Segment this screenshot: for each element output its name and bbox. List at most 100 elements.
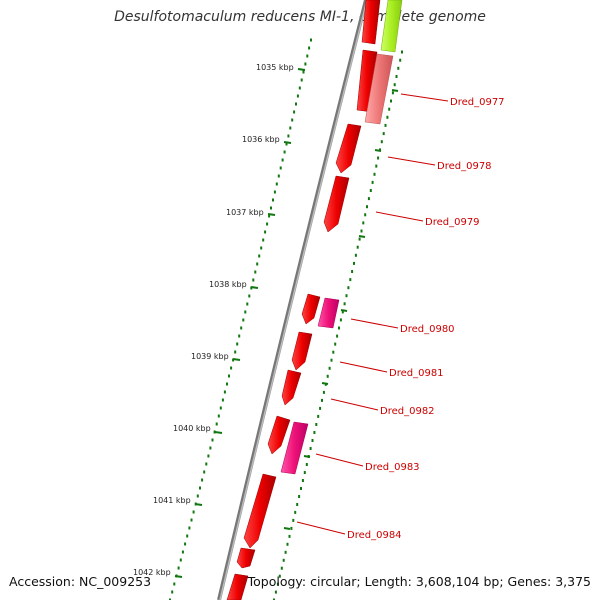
inner-tick	[283, 527, 291, 530]
inner-tick	[391, 89, 399, 92]
gene-arrow[interactable]	[291, 331, 313, 371]
kbp-ring-dot	[304, 62, 307, 66]
inner-tick	[358, 235, 366, 238]
inner-ring-dot	[366, 205, 368, 209]
kbp-ring-dot	[308, 46, 311, 50]
kbp-ring-dot	[296, 94, 299, 98]
kbp-tick	[297, 68, 306, 71]
kbp-ring-dot	[293, 110, 296, 114]
inner-ring-dot	[315, 423, 318, 426]
inner-ring-dot	[328, 366, 331, 370]
kbp-ring-dot	[291, 118, 294, 122]
kbp-ring-dot	[169, 598, 171, 600]
inner-ring-dot	[305, 463, 308, 466]
gene-label[interactable]: Dred_0982	[380, 406, 435, 417]
kbp-ring-dot	[256, 262, 259, 266]
kbp-tick	[232, 358, 241, 361]
gene-arrow[interactable]	[317, 297, 340, 329]
kbp-ring-dot	[246, 302, 249, 306]
gene-label[interactable]: Dred_0977	[450, 97, 505, 108]
inner-ring-dot	[354, 253, 357, 257]
kbp-ring-dot	[287, 134, 290, 138]
inner-ring-dot	[278, 574, 281, 578]
kbp-ring-dot	[275, 182, 278, 186]
kbp-ring-dot	[262, 238, 265, 242]
gene-label[interactable]: Dred_0980	[400, 324, 455, 335]
gene-arrow[interactable]	[364, 53, 394, 125]
inner-ring-dot	[317, 414, 320, 418]
kbp-scale: 1035 kbp 1036 kbp 1037 kbp 1038 kbp 1039…	[133, 63, 306, 578]
gene-arrow[interactable]	[361, 0, 381, 45]
accession-text: Accession: NC_009253	[9, 574, 152, 589]
gene-label[interactable]: Dred_0984	[347, 530, 402, 541]
gene-label[interactable]: Dred_0978	[437, 161, 492, 172]
inner-ring-dot	[351, 270, 354, 273]
kbp-ring-dot	[181, 550, 184, 554]
kbp-ring-dot	[281, 158, 284, 162]
kbp-ring-dot	[258, 254, 261, 258]
inner-ring-dot	[309, 447, 312, 450]
gene-track	[226, 0, 403, 600]
inner-ring-dot	[296, 503, 299, 506]
inner-ring-dot	[395, 75, 398, 78]
inner-ring-dot	[390, 99, 392, 103]
gene-label[interactable]: Dred_0983	[365, 462, 420, 473]
gene-arrow[interactable]	[267, 415, 291, 455]
label-leader	[339, 361, 388, 373]
inner-ring-dot	[290, 526, 293, 530]
gene-arrow[interactable]	[380, 0, 403, 53]
kbp-label: 1040 kbp	[173, 424, 211, 433]
inner-ring-dot	[349, 278, 352, 282]
gene-label-leaders	[296, 93, 449, 535]
inner-ring-dot	[347, 286, 350, 290]
kbp-ring-dot	[264, 230, 267, 234]
kbp-ring-dot	[310, 38, 312, 42]
kbp-ring-dot	[177, 566, 180, 570]
gene-arrow[interactable]	[243, 473, 277, 549]
label-leader	[350, 318, 399, 329]
kbp-ring-dot	[203, 470, 206, 474]
kbp-ring-dot	[213, 430, 216, 434]
gene-arrow[interactable]	[226, 573, 249, 600]
kbp-ring-dot	[226, 382, 228, 386]
gene-arrow[interactable]	[335, 123, 362, 174]
gene-arrow[interactable]	[236, 547, 256, 569]
kbp-ring-dot	[244, 310, 247, 314]
genome-backbone	[217, 0, 368, 600]
gene-arrow[interactable]	[323, 175, 350, 233]
inner-ring-dot	[300, 487, 302, 490]
label-leader	[400, 93, 449, 102]
kbp-tick	[174, 575, 183, 578]
gene-arrow[interactable]	[301, 293, 321, 325]
label-leader	[315, 453, 364, 467]
inner-ring-dot	[313, 431, 316, 434]
gene-arrow[interactable]	[281, 369, 302, 406]
kbp-ring-dot	[273, 190, 276, 194]
inner-ring-dot	[276, 582, 279, 586]
inner-ring-dot	[356, 245, 359, 249]
kbp-ring-dot	[306, 54, 309, 58]
inner-ring-dot	[322, 390, 325, 394]
kbp-label: 1036 kbp	[242, 135, 280, 144]
gene-arrow[interactable]	[280, 421, 309, 475]
kbp-ring-dot	[230, 366, 233, 370]
gene-label[interactable]: Dred_0981	[389, 368, 444, 379]
kbp-label: 1037 kbp	[226, 208, 264, 217]
inner-ring-dot	[338, 326, 340, 330]
inner-ring-dot	[377, 156, 380, 160]
kbp-tick	[194, 503, 203, 506]
kbp-ring-dot	[283, 150, 286, 154]
kbp-ring-dot	[289, 126, 292, 130]
genome-backbone-highlight	[219, 0, 368, 600]
kbp-ring-dot	[184, 542, 187, 546]
kbp-label: 1041 kbp	[153, 496, 191, 505]
kbp-ring-dot	[277, 174, 280, 178]
inner-ring-dot	[288, 534, 291, 538]
kbp-ring-dot	[171, 590, 174, 594]
inner-ring-dot	[336, 334, 339, 338]
inner-ring-dot	[274, 590, 277, 594]
kbp-ring-dot	[211, 438, 214, 442]
gene-label[interactable]: Dred_0979	[425, 217, 480, 228]
